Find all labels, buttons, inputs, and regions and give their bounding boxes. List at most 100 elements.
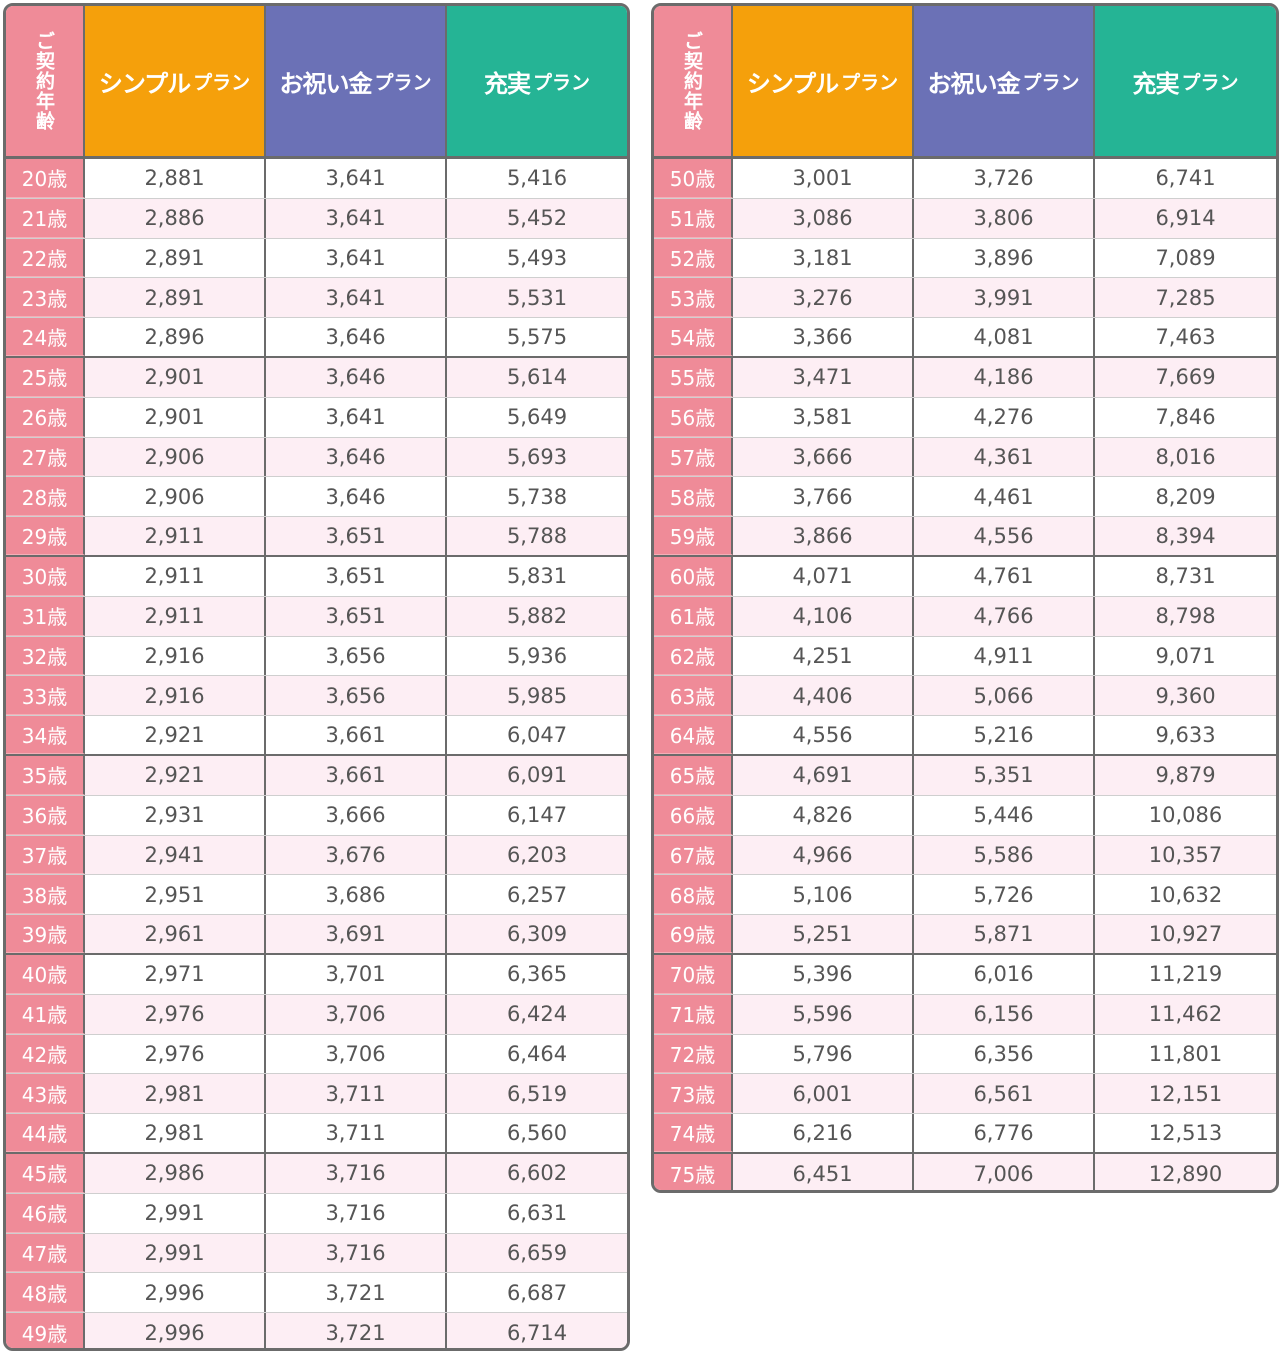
- simple-plan-value: 4,691: [733, 755, 914, 795]
- jujitsu-plan-value: 7,846: [1095, 397, 1276, 437]
- table-row: 45歳 2,986 3,716 6,602: [6, 1153, 627, 1194]
- age-cell: 24歳: [6, 318, 85, 356]
- jujitsu-plan-value: 10,086: [1095, 795, 1276, 835]
- jujitsu-plan-value: 5,531: [447, 278, 627, 318]
- oiwai-plan-value: 4,361: [914, 437, 1095, 477]
- table-row: 34歳 2,921 3,661 6,047: [6, 716, 627, 756]
- table-row: 71歳 5,596 6,156 11,462: [654, 994, 1276, 1035]
- jujitsu-plan-value: 6,659: [447, 1233, 627, 1273]
- simple-plan-value: 2,991: [85, 1233, 266, 1273]
- jujitsu-plan-value: 8,209: [1095, 477, 1276, 517]
- jujitsu-plan-value: 12,513: [1095, 1114, 1276, 1152]
- simple-plan-value: 4,826: [733, 795, 914, 835]
- oiwai-plan-value: 3,716: [266, 1153, 447, 1193]
- simple-plan-value: 6,216: [733, 1114, 914, 1152]
- simple-plan-header: シンプル プラン: [85, 6, 266, 156]
- jujitsu-plan-value: 5,882: [447, 596, 627, 636]
- oiwai-plan-value: 3,641: [266, 238, 447, 278]
- jujitsu-plan-value: 6,309: [447, 915, 627, 953]
- simple-plan-value: 4,251: [733, 636, 914, 676]
- age-cell: 48歳: [6, 1273, 85, 1313]
- jujitsu-plan-value: 5,416: [447, 159, 627, 198]
- jujitsu-plan-value: 9,633: [1095, 716, 1276, 754]
- table-row: 29歳 2,911 3,651 5,788: [6, 517, 627, 557]
- table-row: 75歳 6,451 7,006 12,890: [654, 1153, 1276, 1190]
- simple-plan-value: 2,911: [85, 556, 266, 596]
- age-cell: 33歳: [6, 676, 85, 716]
- jujitsu-plan-header: 充実 プラン: [447, 6, 627, 156]
- oiwai-plan-header: お祝い金 プラン: [266, 6, 447, 156]
- oiwai-plan-value: 4,911: [914, 636, 1095, 676]
- age-cell: 40歳: [6, 954, 85, 994]
- simple-plan-value: 3,581: [733, 397, 914, 437]
- oiwai-plan-value: 3,641: [266, 159, 447, 198]
- oiwai-plan-value: 3,646: [266, 318, 447, 356]
- age-cell: 41歳: [6, 994, 85, 1034]
- table-row: 43歳 2,981 3,711 6,519: [6, 1074, 627, 1115]
- simple-plan-value: 5,396: [733, 954, 914, 994]
- age-cell: 72歳: [654, 1034, 733, 1074]
- oiwai-plan-value: 5,066: [914, 676, 1095, 716]
- age-cell: 26歳: [6, 397, 85, 437]
- jujitsu-plan-value: 6,147: [447, 795, 627, 835]
- oiwai-plan-value: 6,776: [914, 1114, 1095, 1152]
- simple-plan-value: 2,976: [85, 994, 266, 1034]
- oiwai-plan-value: 5,351: [914, 755, 1095, 795]
- oiwai-plan-value: 5,726: [914, 875, 1095, 915]
- table-row: 42歳 2,976 3,706 6,464: [6, 1034, 627, 1075]
- simple-plan-value: 4,071: [733, 556, 914, 596]
- table-row: 38歳 2,951 3,686 6,257: [6, 875, 627, 916]
- jujitsu-plan-value: 6,741: [1095, 159, 1276, 198]
- oiwai-plan-value: 4,766: [914, 596, 1095, 636]
- jujitsu-plan-value: 11,801: [1095, 1034, 1276, 1074]
- table-row: 60歳 4,071 4,761 8,731: [654, 556, 1276, 597]
- table-row: 44歳 2,981 3,711 6,560: [6, 1114, 627, 1154]
- age-cell: 43歳: [6, 1074, 85, 1114]
- table-row: 68歳 5,106 5,726 10,632: [654, 875, 1276, 916]
- oiwai-plan-value: 6,156: [914, 994, 1095, 1034]
- age-column-header: ご契約年齢: [654, 6, 733, 156]
- table-row: 33歳 2,916 3,656 5,985: [6, 676, 627, 717]
- jujitsu-plan-value: 9,071: [1095, 636, 1276, 676]
- jujitsu-plan-value: 11,462: [1095, 994, 1276, 1034]
- age-cell: 45歳: [6, 1153, 85, 1193]
- oiwai-plan-value: 3,711: [266, 1114, 447, 1152]
- table-row: 31歳 2,911 3,651 5,882: [6, 596, 627, 637]
- oiwai-plan-value: 3,656: [266, 676, 447, 716]
- oiwai-plan-value: 3,721: [266, 1273, 447, 1313]
- age-cell: 56歳: [654, 397, 733, 437]
- jujitsu-plan-value: 5,788: [447, 517, 627, 555]
- table-row: 20歳 2,881 3,641 5,416: [6, 159, 627, 199]
- simple-plan-value: 2,961: [85, 915, 266, 953]
- jujitsu-plan-value: 6,365: [447, 954, 627, 994]
- jujitsu-plan-value: 10,632: [1095, 875, 1276, 915]
- oiwai-plan-value: 3,666: [266, 795, 447, 835]
- age-cell: 23歳: [6, 278, 85, 318]
- simple-plan-value: 2,996: [85, 1273, 266, 1313]
- jujitsu-plan-value: 7,669: [1095, 357, 1276, 397]
- jujitsu-plan-value: 6,203: [447, 835, 627, 875]
- table-row: 26歳 2,901 3,641 5,649: [6, 397, 627, 438]
- table-row: 28歳 2,906 3,646 5,738: [6, 477, 627, 518]
- simple-plan-value: 5,106: [733, 875, 914, 915]
- table-row: 40歳 2,971 3,701 6,365: [6, 954, 627, 995]
- simple-plan-value: 2,931: [85, 795, 266, 835]
- oiwai-plan-value: 5,586: [914, 835, 1095, 875]
- oiwai-plan-value: 3,991: [914, 278, 1095, 318]
- simple-plan-value: 3,086: [733, 198, 914, 238]
- simple-plan-value: 5,596: [733, 994, 914, 1034]
- age-cell: 35歳: [6, 755, 85, 795]
- oiwai-plan-value: 3,646: [266, 477, 447, 517]
- simple-plan-value: 4,406: [733, 676, 914, 716]
- oiwai-plan-value: 5,216: [914, 716, 1095, 754]
- age-cell: 42歳: [6, 1034, 85, 1074]
- simple-plan-value: 2,976: [85, 1034, 266, 1074]
- simple-plan-value: 2,921: [85, 716, 266, 754]
- jujitsu-plan-value: 6,714: [447, 1313, 627, 1348]
- oiwai-plan-value: 3,641: [266, 278, 447, 318]
- table-header: ご契約年齢 シンプル プラン お祝い金 プラン 充実 プラン: [654, 6, 1276, 159]
- oiwai-plan-value: 6,016: [914, 954, 1095, 994]
- age-cell: 27歳: [6, 437, 85, 477]
- oiwai-plan-value: 3,701: [266, 954, 447, 994]
- oiwai-plan-value: 3,641: [266, 397, 447, 437]
